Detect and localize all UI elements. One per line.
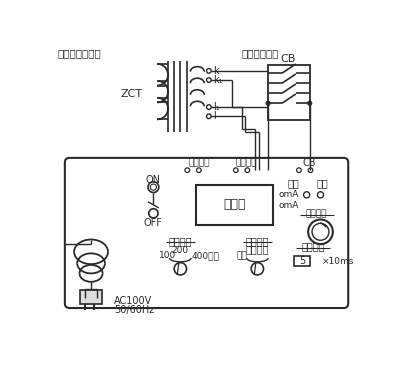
Text: 5: 5 xyxy=(299,256,305,266)
Text: 50/60Hz: 50/60Hz xyxy=(114,305,154,315)
Text: ON: ON xyxy=(146,175,161,185)
Text: 400測定: 400測定 xyxy=(191,251,219,260)
Text: 自己電源使用時: 自己電源使用時 xyxy=(57,48,101,58)
Text: AC100V: AC100V xyxy=(114,296,152,306)
Text: omA: omA xyxy=(278,190,298,199)
Text: 慣性: 慣性 xyxy=(237,251,247,260)
Text: 電流調整: 電流調整 xyxy=(306,210,328,219)
Text: 試験: 試験 xyxy=(288,178,300,188)
Text: k: k xyxy=(213,66,218,76)
Text: 電路電圧: 電路電圧 xyxy=(188,159,210,168)
Text: OFF: OFF xyxy=(144,217,163,228)
Text: 慣性設定: 慣性設定 xyxy=(301,242,324,251)
Text: 復帰: 復帰 xyxy=(316,178,328,188)
Text: l₁: l₁ xyxy=(213,102,219,112)
Text: 測定切換: 測定切換 xyxy=(246,236,269,246)
Text: 設定時間: 設定時間 xyxy=(246,244,269,254)
Bar xyxy=(294,256,310,266)
Text: 200: 200 xyxy=(172,246,189,255)
Bar xyxy=(268,65,310,120)
Text: 電路電圧: 電路電圧 xyxy=(169,236,192,246)
Text: CB: CB xyxy=(302,158,316,168)
Bar xyxy=(80,290,102,304)
Text: ZCT: ZCT xyxy=(121,89,143,99)
Text: CB: CB xyxy=(280,54,296,64)
Text: 他電源使用時: 他電源使用時 xyxy=(242,48,280,58)
Text: ×10ms: ×10ms xyxy=(322,257,354,266)
Text: omA: omA xyxy=(278,201,298,210)
Text: l: l xyxy=(213,111,216,121)
Text: 電流出力: 電流出力 xyxy=(235,159,256,168)
Bar xyxy=(196,185,273,225)
Text: k₁: k₁ xyxy=(213,75,222,85)
Circle shape xyxy=(308,101,312,105)
Circle shape xyxy=(266,101,270,105)
Text: 表示部: 表示部 xyxy=(223,198,246,211)
Text: 100: 100 xyxy=(159,251,176,260)
